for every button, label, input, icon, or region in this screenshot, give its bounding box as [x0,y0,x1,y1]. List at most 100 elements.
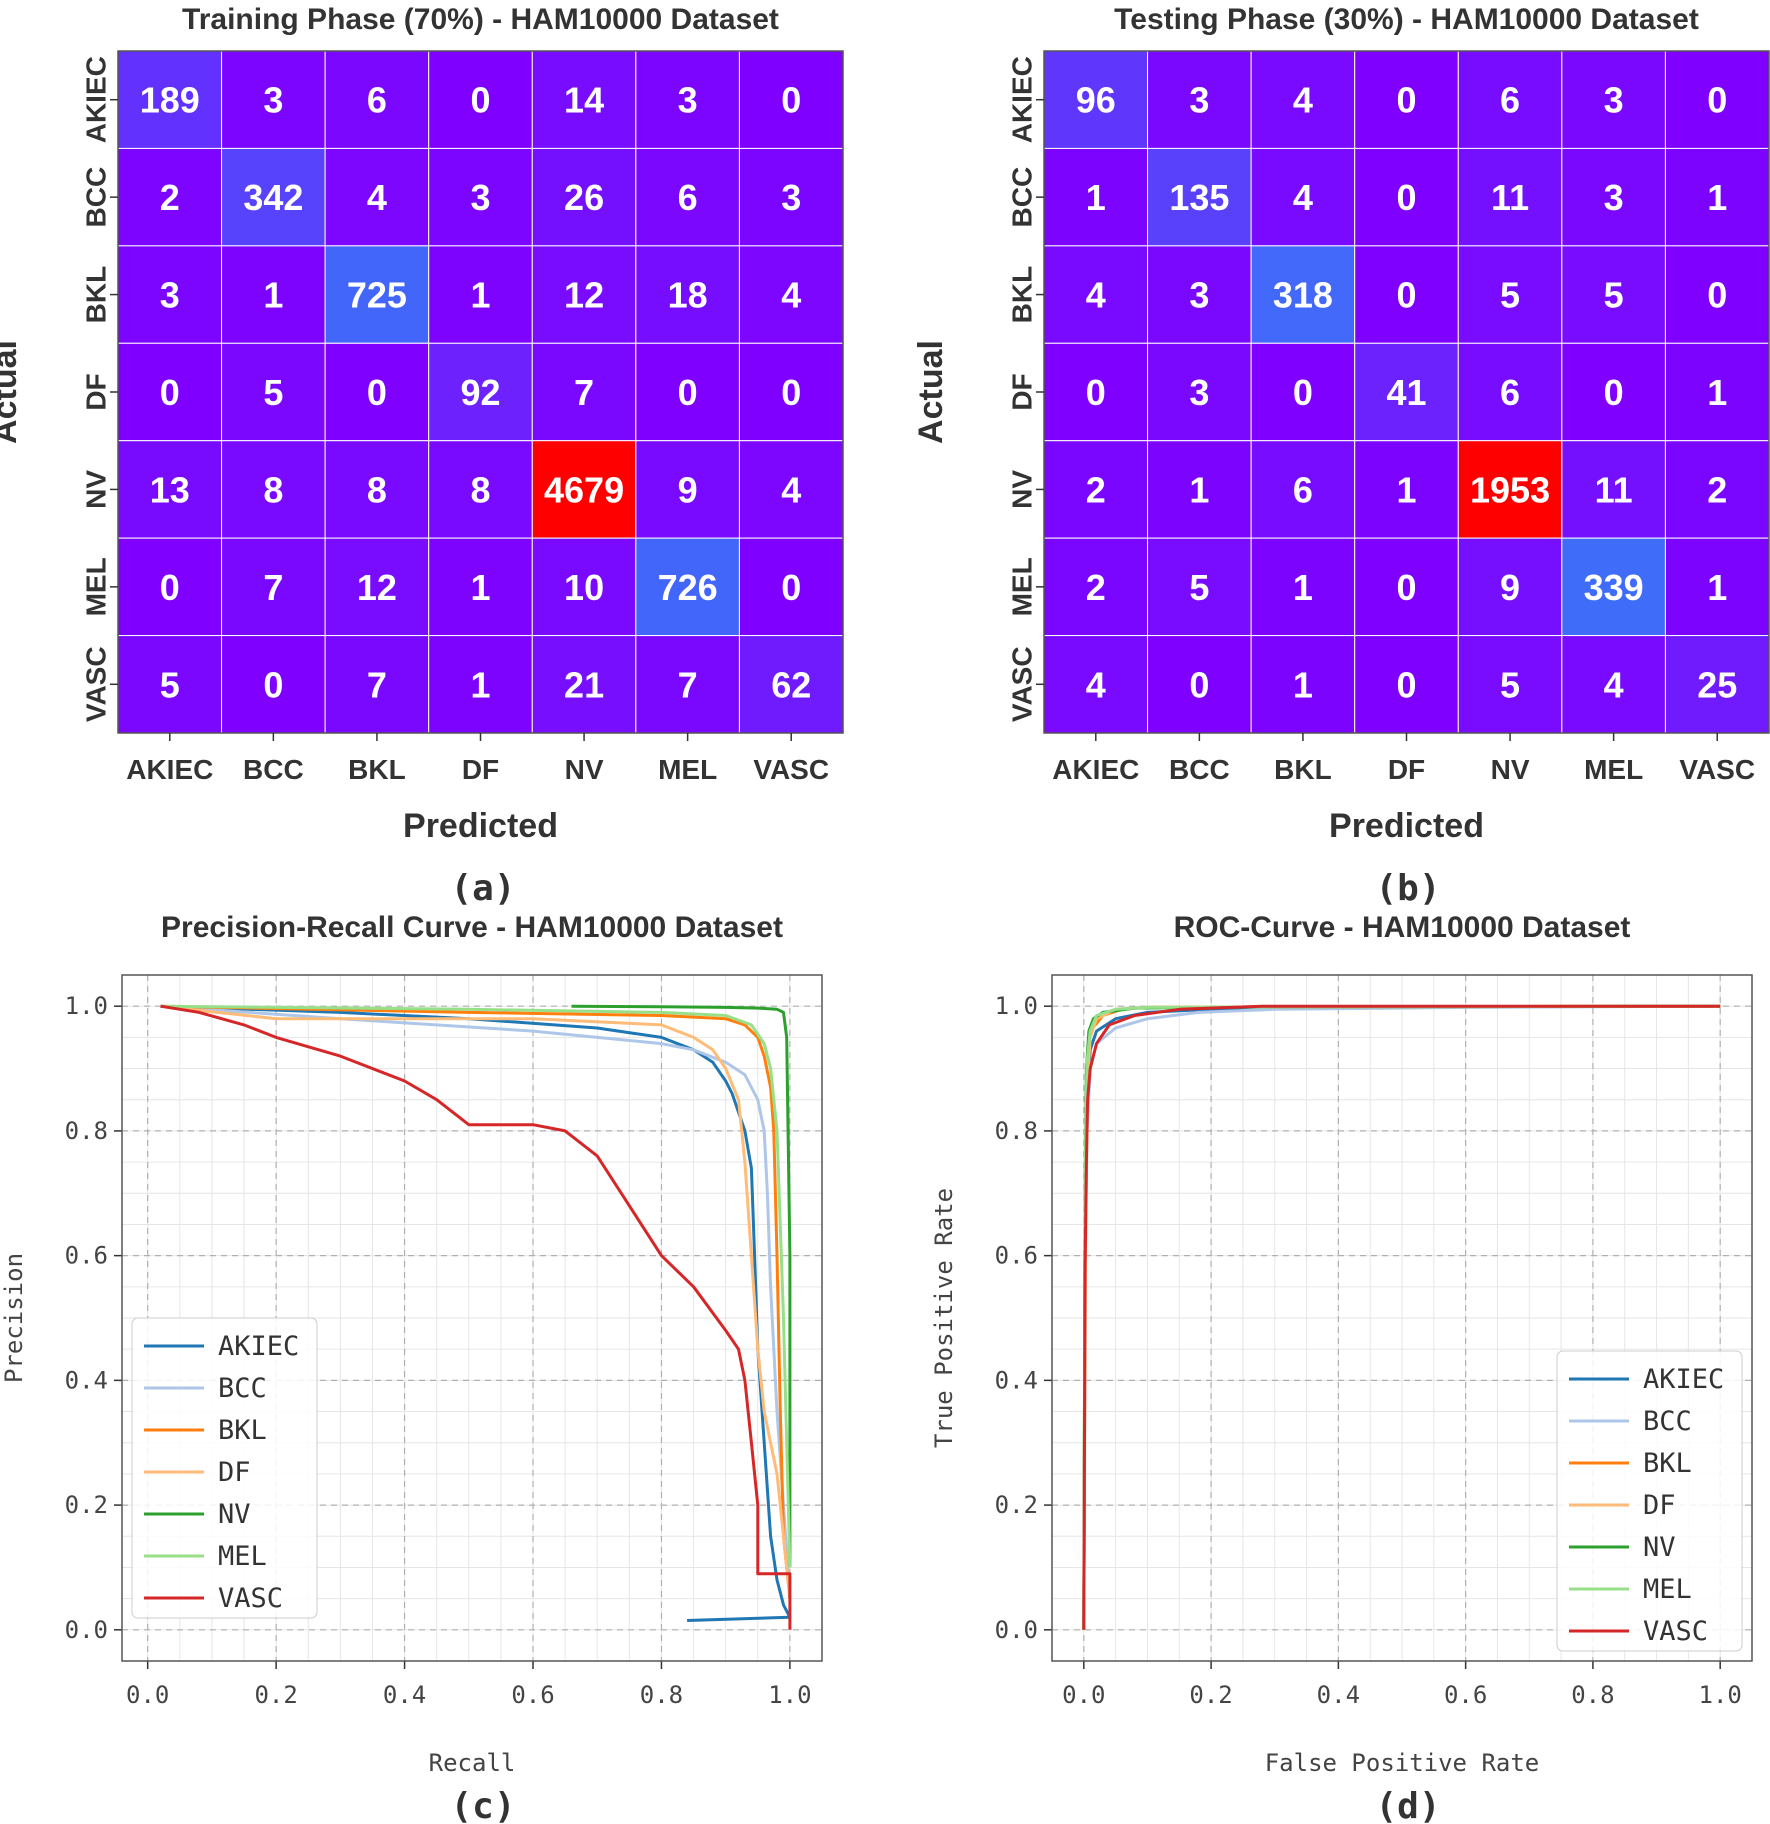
panel-label-c: (c) [450,1786,515,1824]
cell-value-label: 4 [781,275,801,316]
cell-value-label: 4679 [544,469,624,510]
cell-value-label: 6 [678,177,698,218]
cell-value-label: 3 [1189,372,1209,413]
legend: AKIEC BCC BKL DF NV MEL VASC [131,1317,318,1619]
heatmap-cell [428,635,533,734]
line-chart-2: Precision-Recall Curve - HAM10000 Datase… [0,911,823,1777]
heatmap-cell [1043,50,1149,149]
y-tick-label: AKIEC [81,56,112,143]
cell-value-label: 21 [564,664,604,705]
x-tick-label: 1.0 [1699,1681,1742,1709]
heatmap-cell [324,440,430,539]
heatmap-cell [1250,342,1356,442]
cell-value-label: 8 [470,469,490,510]
heatmap-cell [1250,537,1356,637]
y-tick-label: BKL [1007,266,1038,324]
cell-value-label: 0 [1293,372,1313,413]
y-tick-label: DF [1007,373,1038,410]
x-tick-label: MEL [1584,754,1643,785]
heatmap-cell [1147,342,1252,442]
cell-value-label: 2 [1086,469,1106,510]
x-tick-label: BCC [1169,754,1230,785]
y-axis-label: Actual [0,340,24,444]
heatmap-cell [1147,635,1252,734]
cell-value-label: 0 [160,567,180,608]
heatmap-cell [738,635,844,734]
cell-value-label: 1 [1707,567,1727,608]
heatmap-cell [117,537,223,637]
y-tick-label: MEL [81,557,112,616]
cell-value-label: 10 [564,567,604,608]
cell-value-label: 1 [1293,664,1313,705]
cell-value-label: 5 [1500,275,1520,316]
cell-value-label: 3 [1604,80,1624,121]
cell-value-label: 339 [1584,567,1644,608]
cell-value-label: 9 [678,469,698,510]
heatmap-cell [1664,537,1770,637]
heatmap-cell [1147,440,1252,539]
cell-value-label: 11 [1595,469,1633,510]
cell-value-label: 318 [1273,275,1333,316]
cell-value-label: 26 [564,177,604,218]
legend-label: AKIEC [218,1331,299,1362]
x-tick-label: 0.2 [254,1681,297,1709]
heatmap-cell [1664,440,1770,539]
x-axis-label: Recall [429,1749,516,1777]
cell-value-label: 92 [460,372,500,413]
y-tick-label: 1.0 [995,992,1038,1020]
cell-value-label: 6 [1500,80,1520,121]
heatmap-cell [1561,147,1666,247]
heatmap-cell [1147,50,1252,149]
y-tick-label: 0.4 [65,1366,108,1394]
y-tick-label: 0.4 [995,1366,1038,1394]
cell-value-label: 8 [263,469,283,510]
x-tick-label: 0.6 [1444,1681,1487,1709]
y-tick-label: BCC [1007,167,1038,228]
y-tick-label: 0.6 [65,1242,108,1270]
heatmap-cell [1457,50,1563,149]
x-tick-label: MEL [658,754,717,785]
y-tick-label: 0.0 [995,1616,1038,1644]
plot-frame [121,974,823,1662]
x-axis-label: Predicted [1329,807,1484,845]
cell-value-label: 0 [1707,275,1727,316]
x-tick-label: AKIEC [126,754,213,785]
legend-label: NV [218,1499,251,1530]
x-tick-label: NV [565,754,604,785]
cell-value-label: 0 [470,80,490,121]
cell-value-label: 0 [1396,177,1416,218]
heatmap-cell [1250,50,1356,149]
heatmap-cell [531,635,637,734]
y-tick-label: BKL [81,266,112,324]
heatmap-cell [221,537,326,637]
cell-value-label: 3 [263,80,283,121]
y-tick-label: 0.6 [995,1242,1038,1270]
x-axis-label: Predicted [403,807,558,845]
x-tick-label: 0.8 [640,1681,683,1709]
heatmap-cell [1354,342,1459,442]
y-tick-label: 0.2 [65,1491,108,1519]
y-axis-label: Actual [912,340,950,444]
cell-value-label: 0 [1396,275,1416,316]
x-tick-label: 0.8 [1571,1681,1614,1709]
cell-value-label: 0 [781,372,801,413]
series-line-bcc [160,1004,792,1599]
x-tick-label: VASC [753,754,829,785]
cell-value-label: 3 [160,275,180,316]
cell-value-label: 0 [678,372,698,413]
cell-value-label: 6 [1500,372,1520,413]
y-tick-label: 0.8 [995,1117,1038,1145]
heatmap-cell [1147,147,1252,247]
panel-label-a: (a) [450,868,515,909]
cell-value-label: 4 [1293,177,1313,218]
legend-label: VASC [1643,1616,1708,1647]
cell-value-label: 3 [470,177,490,218]
cell-value-label: 2 [1086,567,1106,608]
heatmap-cell [635,147,740,247]
series-line-mel [160,1004,792,1568]
heatmap-cell [1250,147,1356,247]
y-tick-label: VASC [1007,646,1038,722]
heatmap-cell [221,245,326,344]
cell-value-label: 13 [150,469,190,510]
